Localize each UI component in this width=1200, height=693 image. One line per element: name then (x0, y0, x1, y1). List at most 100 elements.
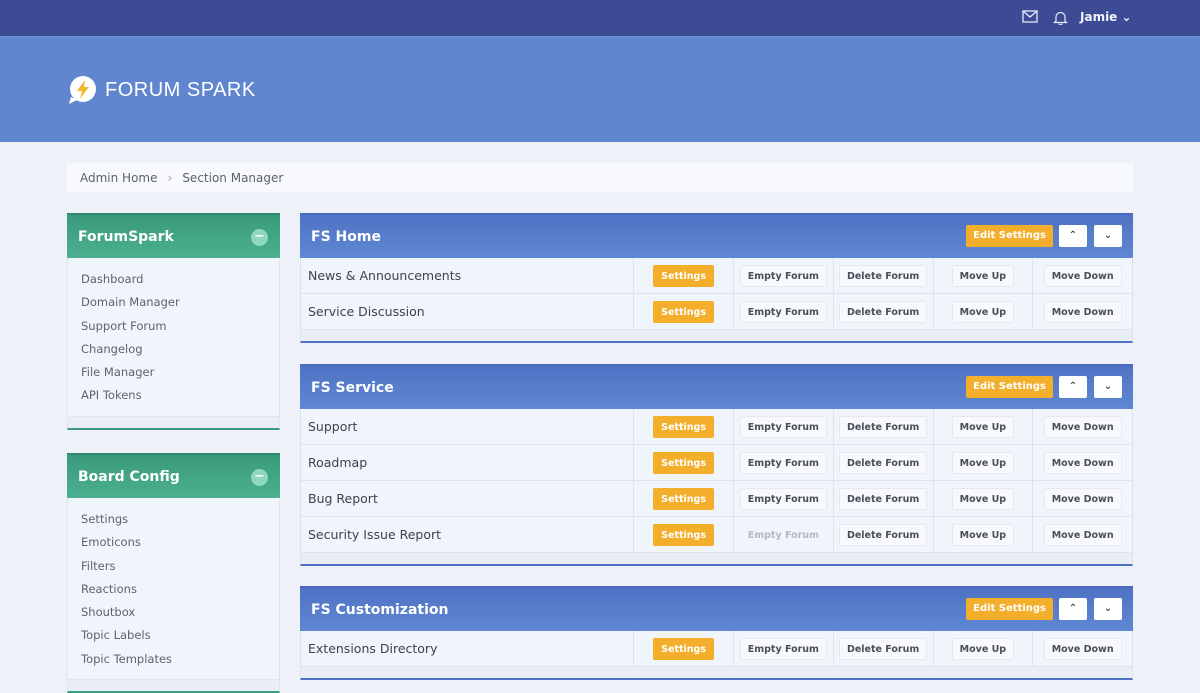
sidebar-panel-title: ForumSpark (78, 228, 174, 245)
spark-logo-icon (69, 76, 96, 104)
empty-forum-button[interactable]: Empty Forum (739, 637, 827, 660)
forum-settings-button[interactable]: Settings (653, 487, 714, 510)
user-menu[interactable]: Jamie ⌄ (1080, 10, 1132, 24)
section-panel: FS Home Edit Settings ⌃ ⌄ News & Announce… (300, 213, 1133, 343)
section-footer (300, 667, 1133, 680)
forum-row: Bug Report Settings Empty Forum Delete F… (300, 481, 1133, 517)
section-header: FS Home Edit Settings ⌃ ⌄ (300, 213, 1133, 258)
move-down-button[interactable]: Move Down (1043, 637, 1122, 660)
sidebar-panel-title: Board Config (78, 468, 180, 485)
forum-settings-button[interactable]: Settings (653, 264, 714, 287)
section-title: FS Customization (311, 601, 449, 618)
forum-settings-button[interactable]: Settings (653, 523, 714, 546)
sidebar-item[interactable]: Filters (81, 558, 116, 573)
forum-settings-button[interactable]: Settings (653, 451, 714, 474)
edit-settings-button[interactable]: Edit Settings (966, 225, 1053, 247)
move-up-button[interactable]: Move Up (951, 637, 1015, 660)
sidebar-item[interactable]: Support Forum (81, 318, 167, 333)
empty-forum-button[interactable]: Empty Forum (739, 415, 827, 438)
forum-name: Roadmap (308, 455, 368, 470)
sidebar-item[interactable]: Dashboard (81, 272, 144, 286)
move-down-button[interactable]: Move Down (1043, 264, 1122, 287)
move-up-button[interactable]: Move Up (951, 487, 1015, 510)
move-section-up-button[interactable]: ⌃ (1059, 225, 1087, 247)
sidebar-item[interactable]: Topic Labels (81, 628, 151, 643)
delete-forum-button[interactable]: Delete Forum (838, 264, 928, 287)
sidebar-item[interactable]: API Tokens (81, 388, 142, 403)
move-down-button[interactable]: Move Down (1043, 415, 1122, 438)
move-down-button[interactable]: Move Down (1043, 451, 1122, 474)
forum-row: News & Announcements Settings Empty Foru… (300, 258, 1133, 294)
forum-row: Service Discussion Settings Empty Forum … (300, 294, 1133, 330)
delete-forum-button[interactable]: Delete Forum (838, 637, 928, 660)
move-section-up-button[interactable]: ⌃ (1059, 598, 1087, 620)
delete-forum-button[interactable]: Delete Forum (838, 415, 928, 438)
logo[interactable]: FORUM SPARK (67, 75, 256, 105)
sidebar-item[interactable]: Topic Templates (81, 651, 173, 666)
move-up-button[interactable]: Move Up (951, 415, 1015, 438)
section-footer (300, 553, 1133, 566)
delete-forum-button[interactable]: Delete Forum (838, 300, 928, 323)
sidebar-menu: Dashboard Domain Manager Support Forum Chan… (67, 258, 280, 417)
section-panel: FS Customization Edit Settings ⌃ ⌄ Extens… (300, 586, 1133, 680)
move-up-button[interactable]: Move Up (951, 523, 1015, 546)
sidebar-item[interactable]: Settings (81, 512, 129, 526)
logo-text: FORUM SPARK (105, 78, 256, 101)
section-title: FS Home (311, 228, 381, 245)
move-section-down-button[interactable]: ⌄ (1094, 598, 1122, 620)
sidebar-item[interactable]: Domain Manager (81, 295, 180, 310)
empty-forum-button[interactable]: Empty Forum (739, 451, 827, 474)
section-header: FS Service Edit Settings ⌃ ⌄ (300, 364, 1133, 409)
section-header: FS Customization Edit Settings ⌃ ⌄ (300, 586, 1133, 631)
forum-settings-button[interactable]: Settings (653, 300, 714, 323)
forum-name: Bug Report (308, 491, 378, 506)
sidebar-item[interactable]: Changelog (81, 341, 143, 356)
sidebar-menu: Settings Emoticons Filters Reactions Shoutbo… (67, 498, 280, 681)
top-bar: Jamie ⌄ (0, 0, 1200, 36)
sidebar-item[interactable]: Shoutbox (81, 605, 136, 620)
move-section-up-button[interactable]: ⌃ (1059, 376, 1087, 398)
forum-row: Support Settings Empty Forum Delete Foru… (300, 409, 1133, 445)
breadcrumb-admin-home[interactable]: Admin Home (80, 170, 158, 185)
sidebar-item[interactable]: Emoticons (81, 535, 141, 550)
move-up-button[interactable]: Move Up (951, 264, 1015, 287)
empty-forum-button: Empty Forum (747, 529, 819, 541)
move-up-button[interactable]: Move Up (951, 451, 1015, 474)
forum-row: Roadmap Settings Empty Forum Delete Foru… (300, 445, 1133, 481)
sidebar-panel-footer (67, 416, 280, 430)
forum-settings-button[interactable]: Settings (653, 637, 714, 660)
chevron-down-icon: ⌄ (1121, 10, 1132, 24)
delete-forum-button[interactable]: Delete Forum (838, 523, 928, 546)
forum-settings-button[interactable]: Settings (653, 415, 714, 438)
empty-forum-button[interactable]: Empty Forum (739, 487, 827, 510)
empty-forum-button[interactable]: Empty Forum (739, 300, 827, 323)
move-up-button[interactable]: Move Up (951, 300, 1015, 323)
forum-name: Service Discussion (308, 304, 425, 319)
username: Jamie (1080, 10, 1118, 24)
delete-forum-button[interactable]: Delete Forum (838, 487, 928, 510)
sidebar-panel-header: ForumSpark − (67, 213, 280, 258)
sidebar-item[interactable]: File Manager (81, 365, 155, 380)
sidebar-panel-footer (67, 680, 280, 693)
move-down-button[interactable]: Move Down (1043, 487, 1122, 510)
forum-name: News & Announcements (308, 268, 462, 283)
move-section-down-button[interactable]: ⌄ (1094, 376, 1122, 398)
edit-settings-button[interactable]: Edit Settings (966, 598, 1053, 620)
breadcrumb-section-manager[interactable]: Section Manager (182, 170, 284, 185)
empty-forum-button[interactable]: Empty Forum (739, 264, 827, 287)
sidebar-item[interactable]: Reactions (81, 581, 137, 596)
section-title: FS Service (311, 379, 394, 396)
forum-name: Support (308, 419, 358, 434)
move-down-button[interactable]: Move Down (1043, 300, 1122, 323)
collapse-icon[interactable]: − (251, 469, 268, 486)
collapse-icon[interactable]: − (251, 229, 268, 246)
move-section-down-button[interactable]: ⌄ (1094, 225, 1122, 247)
section-panel: FS Service Edit Settings ⌃ ⌄ Support Sett… (300, 364, 1133, 566)
move-down-button[interactable]: Move Down (1043, 523, 1122, 546)
forum-row: Security Issue Report Settings Empty For… (300, 517, 1133, 553)
bell-icon[interactable] (1053, 10, 1068, 25)
edit-settings-button[interactable]: Edit Settings (966, 376, 1053, 398)
delete-forum-button[interactable]: Delete Forum (838, 451, 928, 474)
section-footer (300, 330, 1133, 343)
mail-icon[interactable] (1022, 10, 1038, 23)
